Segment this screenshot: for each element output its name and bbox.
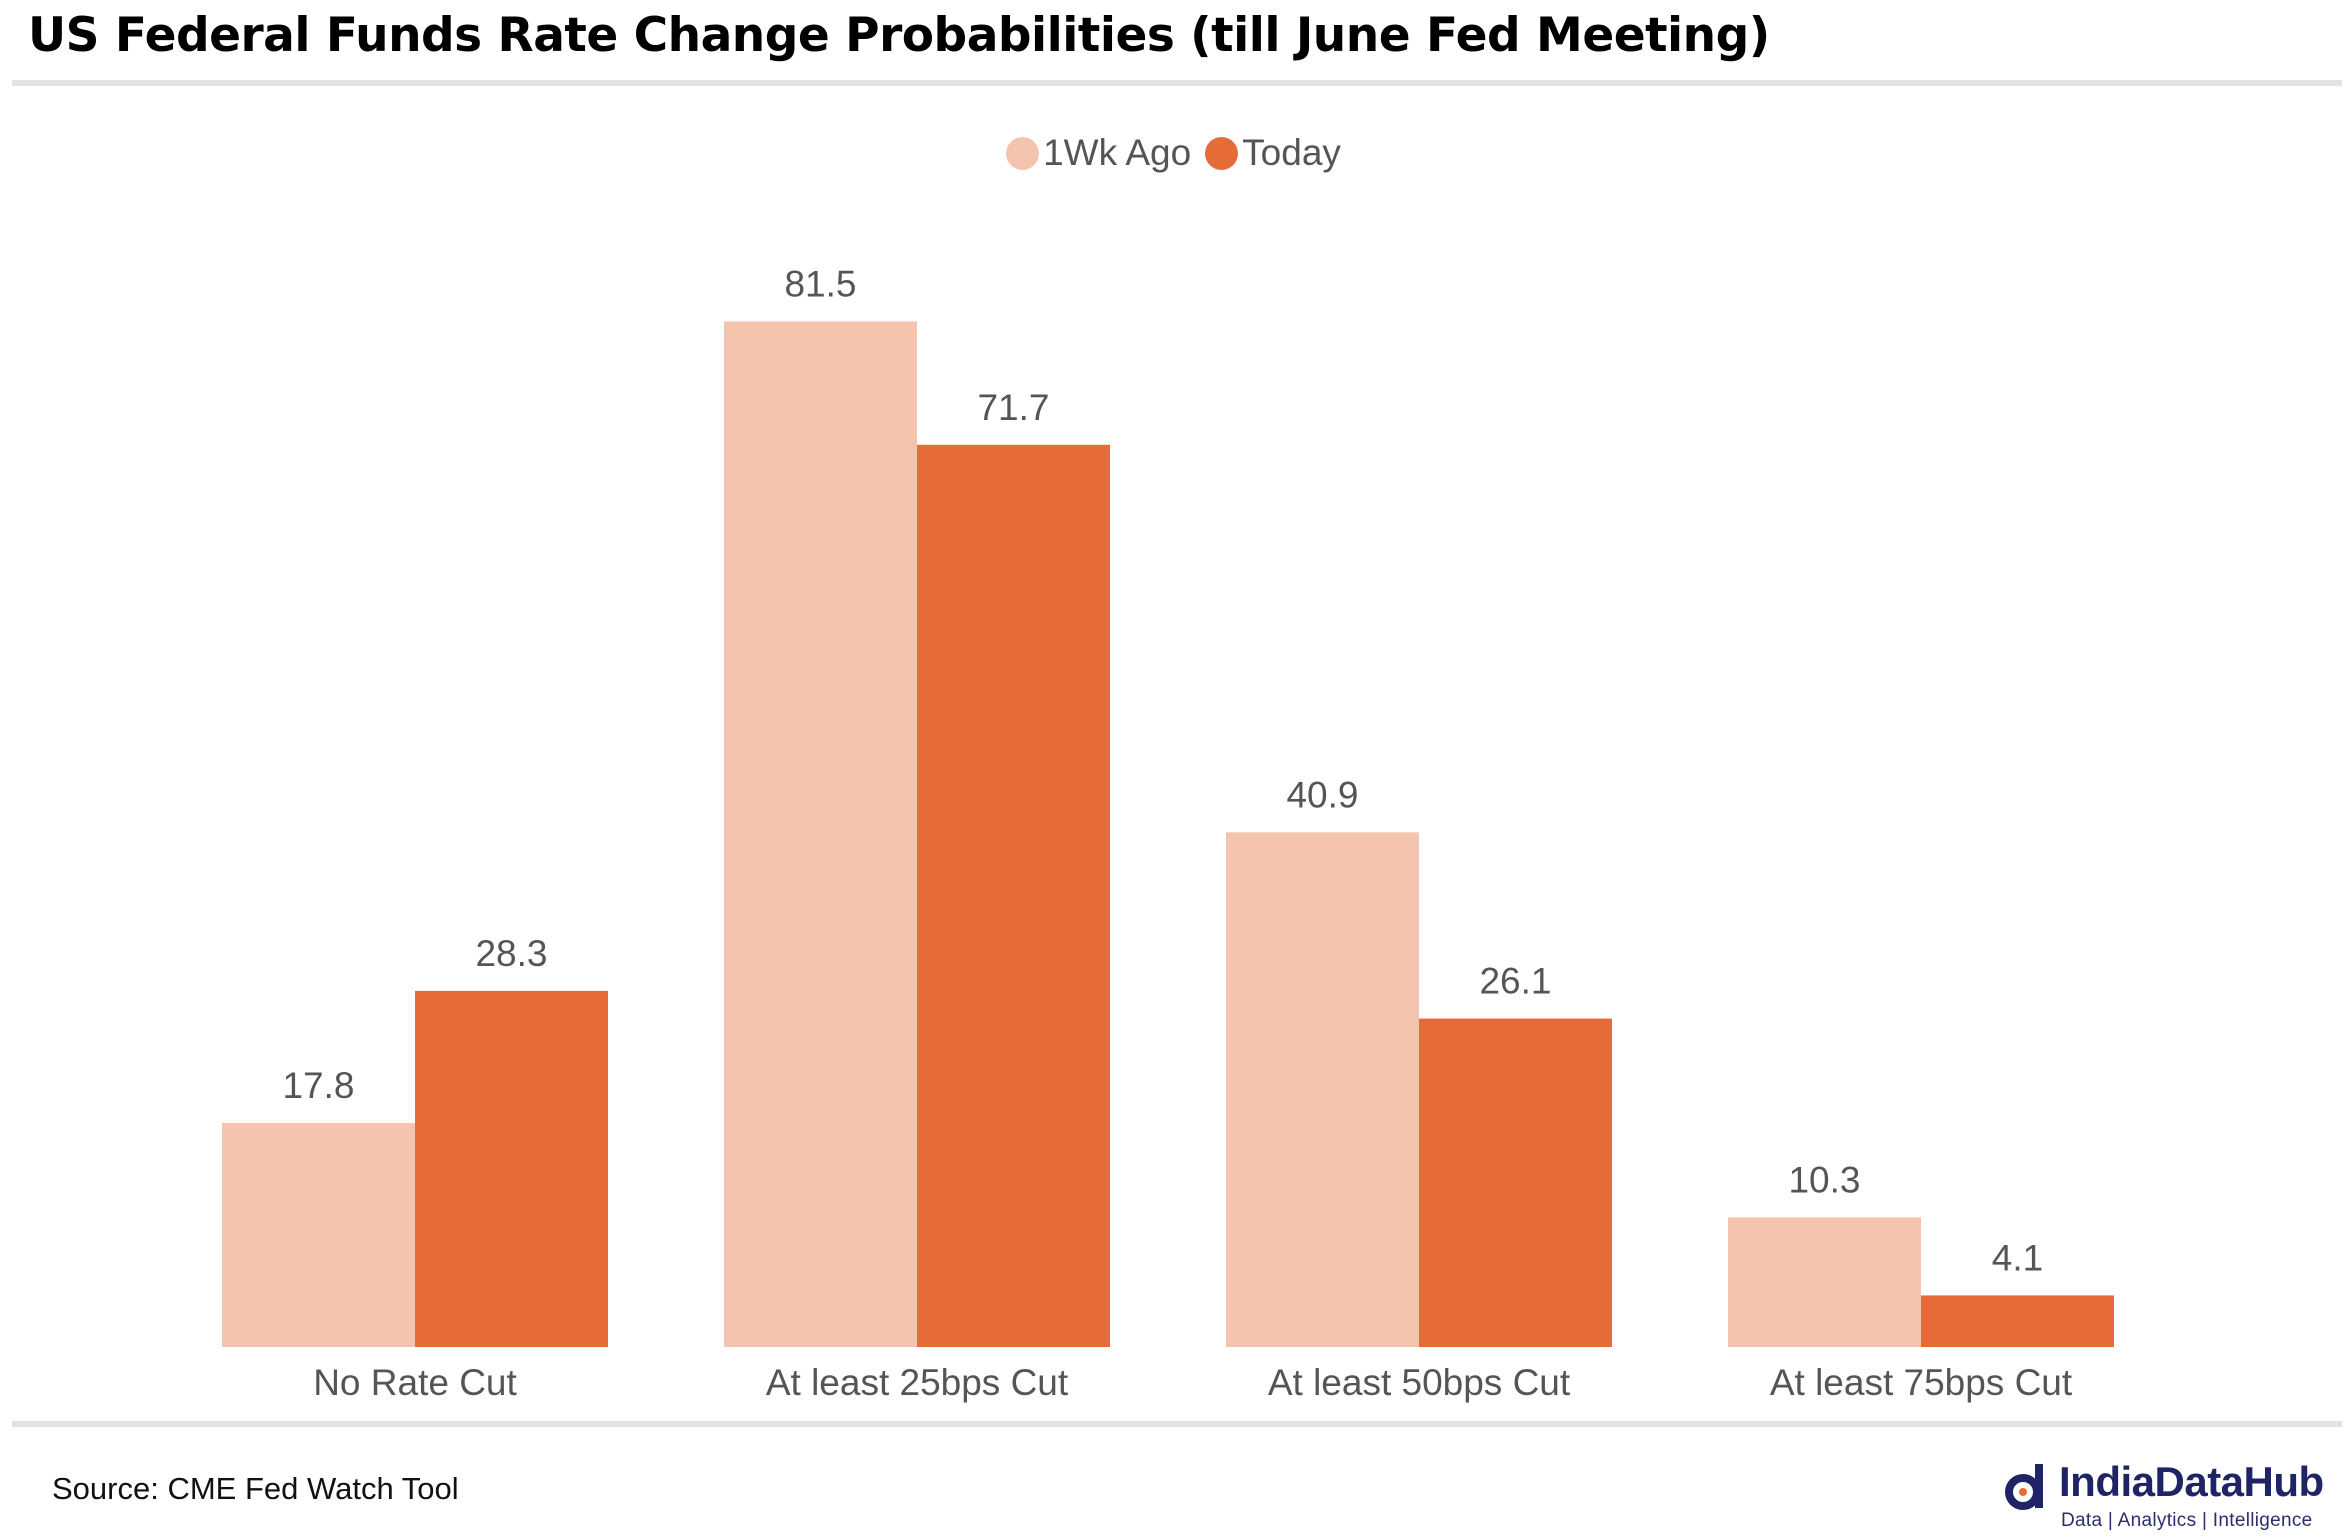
legend-swatch-today xyxy=(1205,136,1239,170)
top-divider xyxy=(12,80,2342,86)
bar-1wk-ago-no-rate-cut xyxy=(222,1123,415,1347)
brand-logo: IndiaDataHub Data | Analytics | Intellig… xyxy=(2003,1458,2338,1536)
bar-today-at-least-25bps-cut xyxy=(917,444,1110,1347)
data-label-today-no-rate-cut: 28.3 xyxy=(475,933,547,974)
chart-title: US Federal Funds Rate Change Probabiliti… xyxy=(28,8,1770,63)
brand-tagline: Data | Analytics | Intelligence xyxy=(2061,1510,2313,1531)
data-label-1wk-ago-no-rate-cut: 17.8 xyxy=(282,1065,354,1106)
data-label-1wk-ago-at-least-25bps-cut: 81.5 xyxy=(784,263,856,304)
brand-mark-icon xyxy=(2005,1464,2043,1510)
data-label-today-at-least-25bps-cut: 71.7 xyxy=(977,387,1049,428)
bar-today-no-rate-cut xyxy=(415,990,608,1347)
legend-swatch-1wk-ago xyxy=(1006,136,1040,170)
bar-today-at-least-50bps-cut xyxy=(1419,1018,1612,1347)
x-tick-label-at-least-50bps-cut: At least 50bps Cut xyxy=(1268,1362,1571,1403)
x-tick-label-at-least-25bps-cut: At least 25bps Cut xyxy=(766,1362,1069,1403)
bar-1wk-ago-at-least-25bps-cut xyxy=(724,321,917,1347)
legend-item-1wk-ago: 1Wk Ago xyxy=(1006,132,1191,174)
data-label-1wk-ago-at-least-75bps-cut: 10.3 xyxy=(1788,1159,1860,1200)
legend-label-1wk-ago: 1Wk Ago xyxy=(1043,132,1192,173)
source-note: Source: CME Fed Watch Tool xyxy=(52,1471,459,1506)
chart-legend: 1Wk Ago Today xyxy=(0,132,2347,174)
x-tick-label-at-least-75bps-cut: At least 75bps Cut xyxy=(1770,1362,2073,1403)
x-tick-label-no-rate-cut: No Rate Cut xyxy=(313,1362,517,1403)
data-label-1wk-ago-at-least-50bps-cut: 40.9 xyxy=(1286,774,1358,815)
data-label-today-at-least-50bps-cut: 26.1 xyxy=(1479,961,1551,1002)
bar-1wk-ago-at-least-75bps-cut xyxy=(1728,1217,1921,1347)
data-label-today-at-least-75bps-cut: 4.1 xyxy=(1992,1237,2043,1278)
legend-item-today: Today xyxy=(1205,132,1341,174)
bar-today-at-least-75bps-cut xyxy=(1921,1295,2114,1347)
bar-1wk-ago-at-least-50bps-cut xyxy=(1226,832,1419,1347)
brand-name: IndiaDataHub xyxy=(2059,1458,2324,1505)
bottom-divider xyxy=(12,1421,2342,1427)
legend-label-today: Today xyxy=(1242,132,1341,173)
